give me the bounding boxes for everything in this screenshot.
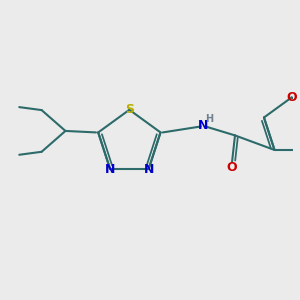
Text: O: O [227, 161, 237, 174]
Text: O: O [286, 91, 297, 104]
Text: N: N [143, 163, 154, 176]
Text: H: H [205, 114, 213, 124]
Text: N: N [105, 163, 115, 176]
Text: S: S [125, 103, 134, 116]
Text: N: N [198, 119, 208, 132]
